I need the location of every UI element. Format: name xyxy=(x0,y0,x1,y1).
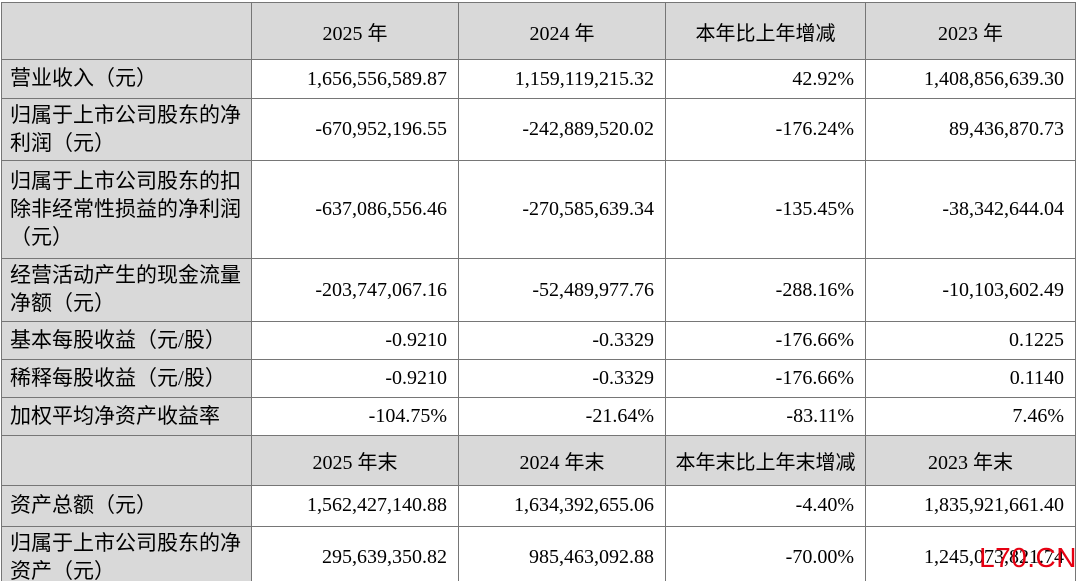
row-operating-cash-flow: 经营活动产生的现金流量净额（元） -203,747,067.16 -52,489… xyxy=(1,258,1076,322)
cell-2024: -0.3329 xyxy=(458,358,666,398)
header-2024: 2024 年 xyxy=(458,2,666,60)
cell-change: -288.16% xyxy=(665,258,866,322)
cell-2023: 7.46% xyxy=(865,396,1076,436)
row-label: 归属于上市公司股东的扣除非经常性损益的净利润（元） xyxy=(1,160,252,260)
cell-2024: -242,889,520.02 xyxy=(458,97,666,162)
header-yoy-change: 本年比上年增减 xyxy=(665,2,866,60)
cell-change: -135.45% xyxy=(665,160,866,260)
header-2025: 2025 年 xyxy=(251,2,459,60)
cell-2025: -203,747,067.16 xyxy=(251,258,459,322)
cell-2023: 89,436,870.73 xyxy=(865,97,1076,162)
cell-change: 42.92% xyxy=(665,59,866,99)
cell-2024: -0.3329 xyxy=(458,320,666,360)
cell-2025: -104.75% xyxy=(251,396,459,436)
cell-2024: -21.64% xyxy=(458,396,666,436)
cell-change: -83.11% xyxy=(665,396,866,436)
header-2024-end: 2024 年末 xyxy=(458,434,666,486)
cell-2024: 1,159,119,215.32 xyxy=(458,59,666,99)
row-label: 基本每股收益（元/股） xyxy=(1,320,252,360)
header-2025-end: 2025 年末 xyxy=(251,434,459,486)
cell-change: -176.66% xyxy=(665,320,866,360)
row-label: 加权平均净资产收益率 xyxy=(1,396,252,436)
row-total-assets: 资产总额（元） 1,562,427,140.88 1,634,392,655.0… xyxy=(1,484,1076,527)
row-net-profit: 归属于上市公司股东的净利润（元） -670,952,196.55 -242,88… xyxy=(1,97,1076,162)
row-label: 稀释每股收益（元/股） xyxy=(1,358,252,398)
cell-2025: 295,639,350.82 xyxy=(251,525,459,581)
cell-2023: -38,342,644.04 xyxy=(865,160,1076,260)
header-2023: 2023 年 xyxy=(865,2,1076,60)
cell-change: -4.40% xyxy=(665,484,866,527)
row-weighted-avg-roe: 加权平均净资产收益率 -104.75% -21.64% -83.11% 7.46… xyxy=(1,396,1076,436)
header-2023-end: 2023 年末 xyxy=(865,434,1076,486)
header-yoy-end-change: 本年末比上年末增减 xyxy=(665,434,866,486)
cell-change: -176.24% xyxy=(665,97,866,162)
header-row-annual: 2025 年 2024 年 本年比上年增减 2023 年 xyxy=(1,2,1076,60)
header-row-period-end: 2025 年末 2024 年末 本年末比上年末增减 2023 年末 xyxy=(1,434,1076,486)
row-basic-eps: 基本每股收益（元/股） -0.9210 -0.3329 -176.66% 0.1… xyxy=(1,320,1076,360)
cell-2024: 985,463,092.88 xyxy=(458,525,666,581)
row-net-profit-deducted: 归属于上市公司股东的扣除非经常性损益的净利润（元） -637,086,556.4… xyxy=(1,160,1076,260)
cell-2025: -0.9210 xyxy=(251,320,459,360)
cell-2025: -637,086,556.46 xyxy=(251,160,459,260)
cell-2025: 1,656,556,589.87 xyxy=(251,59,459,99)
cell-2023: 0.1225 xyxy=(865,320,1076,360)
row-label: 营业收入（元） xyxy=(1,59,252,99)
cell-2025: -670,952,196.55 xyxy=(251,97,459,162)
cell-2023: 1,408,856,639.30 xyxy=(865,59,1076,99)
row-label: 归属于上市公司股东的净利润（元） xyxy=(1,97,252,162)
cell-2023: 1,835,921,661.40 xyxy=(865,484,1076,527)
cell-2024: -270,585,639.34 xyxy=(458,160,666,260)
cell-2024: 1,634,392,655.06 xyxy=(458,484,666,527)
cell-2024: -52,489,977.76 xyxy=(458,258,666,322)
corner-cell xyxy=(1,2,252,60)
cell-2023: 1,245,073,821.74 xyxy=(865,525,1076,581)
cell-change: -70.00% xyxy=(665,525,866,581)
row-label: 归属于上市公司股东的净资产（元） xyxy=(1,525,252,581)
cell-change: -176.66% xyxy=(665,358,866,398)
row-label: 经营活动产生的现金流量净额（元） xyxy=(1,258,252,322)
row-diluted-eps: 稀释每股收益（元/股） -0.9210 -0.3329 -176.66% 0.1… xyxy=(1,358,1076,398)
row-revenue: 营业收入（元） 1,656,556,589.87 1,159,119,215.3… xyxy=(1,59,1076,99)
cell-2025: -0.9210 xyxy=(251,358,459,398)
row-net-assets: 归属于上市公司股东的净资产（元） 295,639,350.82 985,463,… xyxy=(1,525,1076,581)
cell-2023: -10,103,602.49 xyxy=(865,258,1076,322)
row-label: 资产总额（元） xyxy=(1,484,252,527)
corner-cell xyxy=(1,434,252,486)
watermark-text: L70.CN xyxy=(979,542,1077,573)
cell-2025: 1,562,427,140.88 xyxy=(251,484,459,527)
cell-2023: 0.1140 xyxy=(865,358,1076,398)
